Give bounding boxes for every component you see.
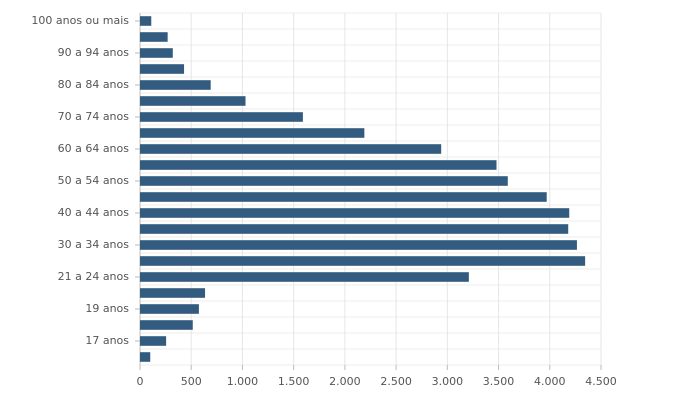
bar <box>140 240 577 250</box>
x-tick-label: 4.000 <box>534 375 566 388</box>
y-tick-label: 19 anos <box>85 302 129 315</box>
bar <box>140 96 246 106</box>
y-tick-label: 21 a 24 anos <box>58 270 130 283</box>
y-tick-label: 40 a 44 anos <box>58 206 130 219</box>
x-tick-label: 3.000 <box>432 375 464 388</box>
bar <box>140 128 365 138</box>
bar <box>140 32 168 42</box>
bar <box>140 64 185 74</box>
x-tick-label: 4.500 <box>585 375 617 388</box>
y-tick-label: 50 a 54 anos <box>58 174 130 187</box>
bar <box>140 256 586 266</box>
bar <box>140 192 547 202</box>
bar <box>140 272 469 282</box>
x-tick-label: 1.500 <box>278 375 310 388</box>
bar <box>140 176 508 186</box>
y-tick-label: 70 a 74 anos <box>58 110 130 123</box>
bar <box>140 80 211 90</box>
y-tick-label: 60 a 64 anos <box>58 142 130 155</box>
y-tick-label: 17 anos <box>85 334 129 347</box>
bar <box>140 336 167 346</box>
x-tick-label: 1.000 <box>227 375 259 388</box>
bar <box>140 48 173 58</box>
x-tick-label: 500 <box>181 375 202 388</box>
y-tick-label: 100 anos ou mais <box>31 14 129 27</box>
y-tick-label: 30 a 34 anos <box>58 238 130 251</box>
bar <box>140 352 151 362</box>
bar <box>140 320 193 330</box>
bar <box>140 288 206 298</box>
bar <box>140 208 570 218</box>
bar <box>140 224 569 234</box>
x-tick-label: 3.500 <box>483 375 515 388</box>
x-tick-label: 2.000 <box>329 375 361 388</box>
bar <box>140 16 152 26</box>
x-tick-label: 0 <box>137 375 144 388</box>
bar <box>140 160 497 170</box>
y-tick-label: 90 a 94 anos <box>58 46 130 59</box>
x-tick-label: 2.500 <box>380 375 412 388</box>
bar <box>140 304 199 314</box>
bar <box>140 112 303 122</box>
y-tick-label: 80 a 84 anos <box>58 78 130 91</box>
bar <box>140 144 442 154</box>
